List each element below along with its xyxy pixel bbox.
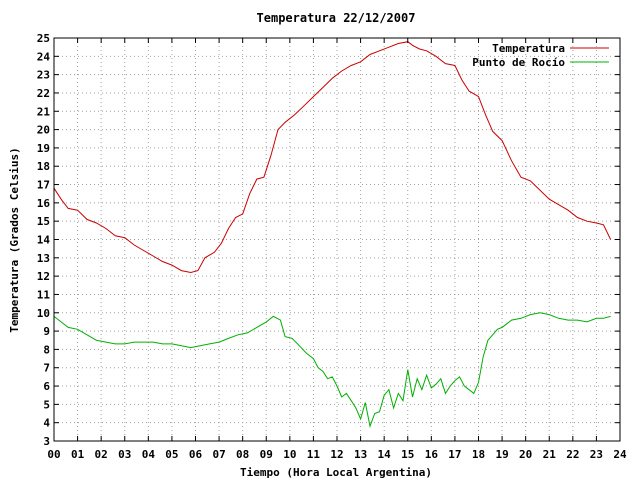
y-tick-label: 10 [37,307,50,320]
x-tick-label: 09 [260,448,273,461]
y-tick-label: 7 [43,362,50,375]
y-axis-label: Temperatura (Grados Celsius) [8,147,21,332]
y-tick-label: 14 [37,234,51,247]
chart-title: Temperatura 22/12/2007 [257,11,416,25]
ticks: 00 01 02 03 04 05 06 07 08 09 10 11 12 13 14 15 16 17 18 19… [37,32,627,461]
x-tick-label: 18 [472,448,485,461]
x-tick-label: 01 [71,448,85,461]
x-tick-label: 02 [95,448,108,461]
x-tick-label: 05 [165,448,178,461]
y-tick-label: 6 [43,380,50,393]
y-tick-label: 25 [37,32,50,45]
x-tick-label: 15 [401,448,414,461]
x-tick-label: 06 [189,448,203,461]
y-tick-label: 3 [43,435,50,448]
y-tick-label: 4 [43,417,50,430]
series-layer [53,41,612,429]
x-tick-label: 00 [47,448,60,461]
y-tick-label: 15 [37,215,50,228]
y-tick-label: 12 [37,270,50,283]
y-tick-label: 19 [37,142,50,155]
series-line-temperatura [53,41,612,274]
x-tick-label: 16 [425,448,439,461]
y-tick-label: 13 [37,252,50,265]
y-tick-label: 9 [43,325,50,338]
x-tick-label: 12 [330,448,343,461]
legend-label-temperatura: Temperatura [492,42,565,55]
grid [54,38,620,441]
y-tick-label: 21 [37,105,51,118]
y-tick-label: 16 [37,197,51,210]
x-tick-label: 22 [566,448,579,461]
x-tick-label: 11 [307,448,321,461]
y-tick-label: 24 [37,50,51,63]
y-tick-label: 22 [37,87,50,100]
y-tick-label: 11 [37,288,51,301]
series-line-punto-de-roc-o [53,312,611,429]
x-tick-label: 10 [283,448,296,461]
y-tick-label: 17 [37,179,50,192]
x-axis-label: Tiempo (Hora Local Argentina) [240,466,432,479]
x-tick-label: 20 [519,448,532,461]
y-tick-label: 18 [37,160,50,173]
x-tick-label: 14 [378,448,392,461]
x-tick-label: 03 [118,448,131,461]
x-tick-label: 04 [142,448,156,461]
x-tick-label: 13 [354,448,367,461]
x-tick-label: 19 [495,448,508,461]
legend-label-punto-de-rocio: Punto de Rocío [472,56,565,69]
y-tick-label: 8 [43,343,50,356]
x-tick-label: 23 [590,448,603,461]
x-tick-label: 08 [236,448,249,461]
x-tick-label: 17 [448,448,461,461]
legend: Temperatura Punto de Rocío [472,42,609,69]
x-tick-label: 07 [212,448,225,461]
x-tick-label: 24 [613,448,627,461]
x-tick-label: 21 [543,448,557,461]
y-tick-label: 23 [37,69,50,82]
y-tick-label: 5 [43,398,50,411]
y-tick-label: 20 [37,124,50,137]
